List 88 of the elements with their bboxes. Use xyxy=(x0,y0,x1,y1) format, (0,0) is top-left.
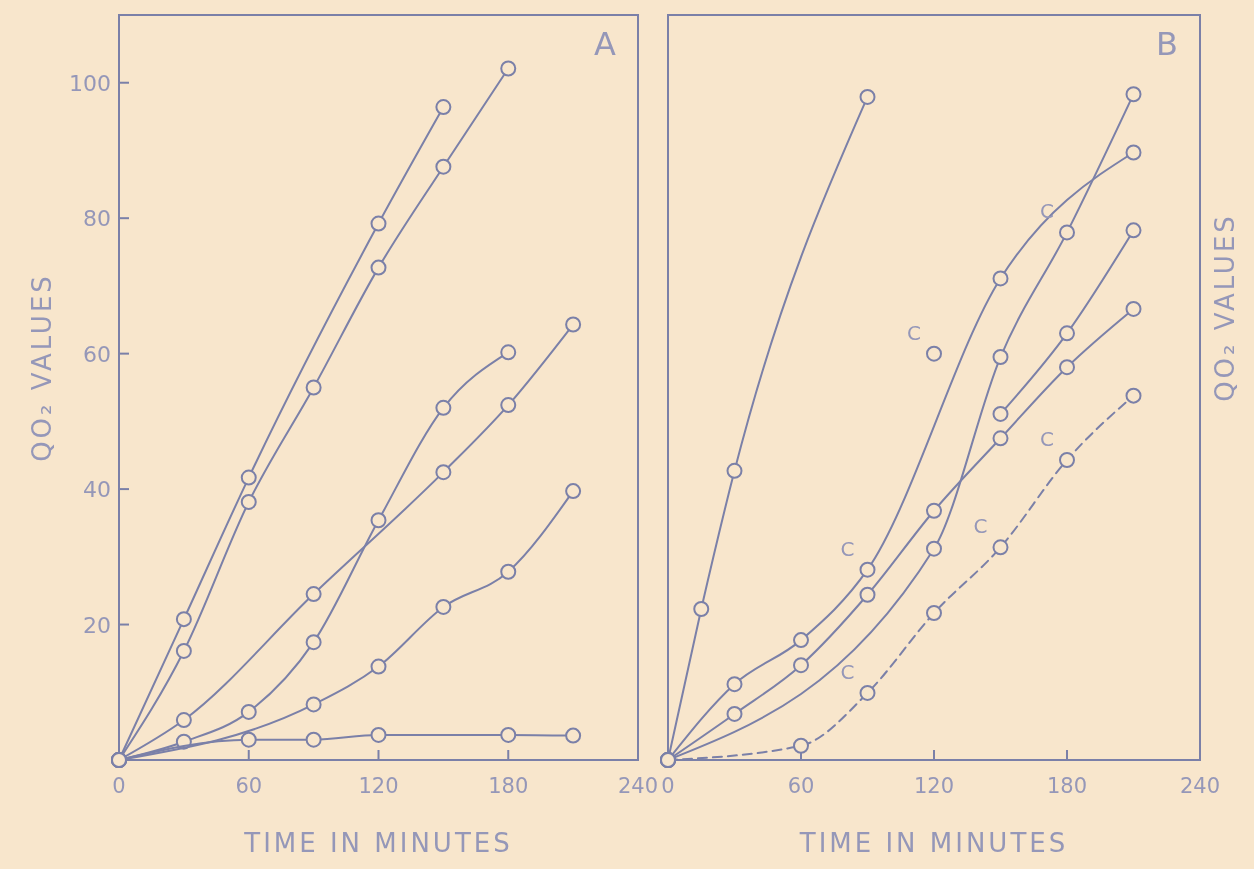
point xyxy=(240,469,257,486)
point xyxy=(565,483,582,500)
point xyxy=(370,726,387,743)
x-tick-label: 240 xyxy=(617,774,659,798)
point xyxy=(370,215,387,232)
point xyxy=(992,405,1009,422)
point xyxy=(435,464,452,481)
point xyxy=(926,502,942,519)
point xyxy=(111,752,127,768)
point xyxy=(726,462,743,479)
y-tick-label: 80 xyxy=(83,206,111,232)
x-tick-label: 180 xyxy=(1046,774,1088,798)
point xyxy=(240,703,257,720)
x-tick-label: 240 xyxy=(1179,774,1221,798)
point xyxy=(305,696,322,713)
point xyxy=(565,316,582,333)
annotation: C xyxy=(840,536,855,561)
point xyxy=(726,676,743,693)
x-tick-label: 0 xyxy=(112,774,126,798)
point xyxy=(1125,144,1142,161)
point xyxy=(305,379,322,396)
point xyxy=(500,563,517,580)
x-tick-label: 60 xyxy=(235,774,263,798)
x-tick-label: 120 xyxy=(913,774,955,798)
point xyxy=(992,349,1009,366)
point xyxy=(726,705,743,722)
x-tick-label: 180 xyxy=(488,774,529,798)
point xyxy=(565,727,582,744)
point xyxy=(926,540,942,557)
point xyxy=(500,726,517,743)
point xyxy=(693,600,710,617)
chart-title: B xyxy=(1156,25,1178,63)
x-tick-label: 0 xyxy=(661,774,675,798)
x-tick-label: 120 xyxy=(358,774,399,798)
point xyxy=(500,60,517,77)
chart-title: A xyxy=(594,25,617,63)
point xyxy=(926,605,942,622)
annotation: C xyxy=(1040,426,1054,451)
point xyxy=(1125,86,1142,103)
point xyxy=(859,561,876,578)
point xyxy=(992,539,1009,556)
annotation: C xyxy=(907,320,921,345)
point xyxy=(305,586,322,603)
point xyxy=(370,512,387,529)
point xyxy=(240,493,257,510)
point xyxy=(1059,325,1075,342)
point xyxy=(1059,224,1075,241)
point xyxy=(500,344,517,361)
y-tick-label: 60 xyxy=(83,341,111,367)
point xyxy=(435,598,452,615)
point xyxy=(435,158,452,175)
y-tick-label: 20 xyxy=(83,612,111,638)
point xyxy=(859,586,876,603)
point xyxy=(175,712,192,729)
point xyxy=(1059,451,1075,468)
annotation: C xyxy=(840,659,855,684)
point xyxy=(926,345,942,362)
x-tick-label: 60 xyxy=(787,774,815,798)
x-axis-title: TIME IN MINUTES xyxy=(798,828,1069,858)
annotation: C xyxy=(1040,199,1054,224)
point xyxy=(240,731,257,748)
point xyxy=(1059,359,1075,376)
point xyxy=(793,657,809,674)
x-axis-title: TIME IN MINUTES xyxy=(243,828,513,858)
y-tick-label: 40 xyxy=(83,477,111,503)
point xyxy=(305,731,322,748)
point xyxy=(992,270,1009,287)
point xyxy=(370,658,387,675)
annotation: C xyxy=(973,514,988,539)
point xyxy=(660,752,676,768)
y-tick-label: 100 xyxy=(69,70,111,96)
point xyxy=(175,611,192,628)
point xyxy=(370,259,387,276)
y-axis-title: QO₂ VALUES xyxy=(1210,213,1240,402)
point xyxy=(992,430,1009,447)
point xyxy=(793,737,809,754)
point xyxy=(1125,222,1142,239)
point xyxy=(175,642,192,659)
point xyxy=(859,88,876,105)
y-axis-title: QO₂ VALUES xyxy=(27,273,57,462)
point xyxy=(793,632,809,649)
point xyxy=(500,397,517,414)
point xyxy=(435,99,452,116)
point xyxy=(1125,387,1142,404)
point xyxy=(1125,300,1142,317)
point xyxy=(435,399,452,416)
point xyxy=(859,684,876,701)
point xyxy=(305,634,322,651)
